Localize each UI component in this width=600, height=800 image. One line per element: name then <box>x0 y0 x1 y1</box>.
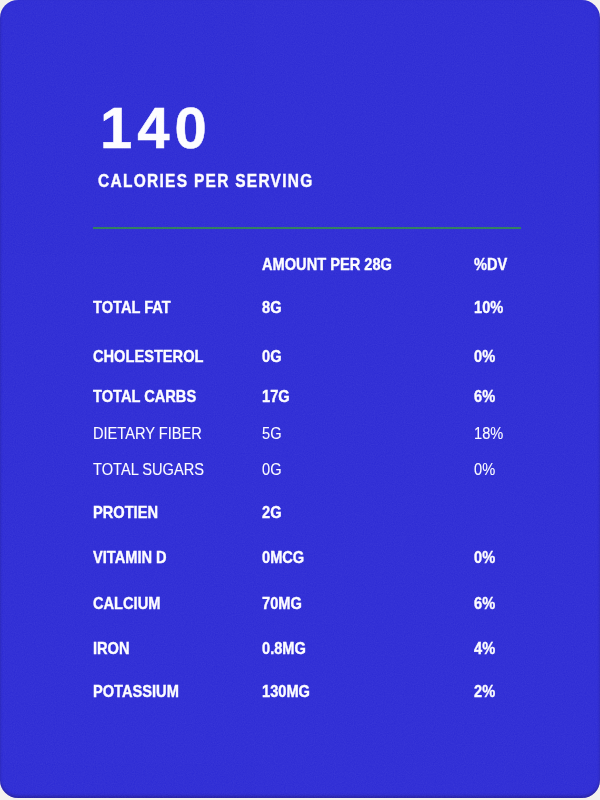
nutrient-amount: 0MCG <box>262 549 304 567</box>
nutrient-label: DIETARY FIBER <box>93 425 202 443</box>
nutrient-dv: 6% <box>474 595 495 613</box>
nutrient-amount: 0G <box>262 461 282 479</box>
nutrient-label: TOTAL SUGARS <box>93 461 204 479</box>
nutrient-amount: 70MG <box>262 595 302 613</box>
nutrient-row: CHOLESTEROL 0G 0% <box>93 348 521 366</box>
nutrient-dv: 18% <box>474 425 503 443</box>
nutrient-label: VITAMIN D <box>93 549 167 567</box>
nutrient-label: PROTIEN <box>93 504 158 522</box>
nutrient-amount: 0.8MG <box>262 640 306 658</box>
nutrient-dv: 6% <box>474 388 495 406</box>
nutrient-row: TOTAL SUGARS 0G 0% <box>93 461 521 479</box>
nutrient-row: CALCIUM 70MG 6% <box>93 595 521 613</box>
nutrient-row: POTASSIUM 130MG 2% <box>93 683 521 701</box>
nutrient-row: PROTIEN 2G <box>93 504 521 522</box>
nutrient-row: VITAMIN D 0MCG 0% <box>93 549 521 567</box>
nutrient-row: IRON 0.8MG 4% <box>93 640 521 658</box>
nutrition-table: AMOUNT PER 28G %DV TOTAL FAT 8G 10% CHOL… <box>93 0 521 798</box>
nutrient-label: CALCIUM <box>93 595 160 613</box>
table-header-row: AMOUNT PER 28G %DV <box>93 256 521 274</box>
nutrient-row: TOTAL CARBS 17G 6% <box>93 388 521 406</box>
nutrient-row: DIETARY FIBER 5G 18% <box>93 425 521 443</box>
nutrition-label-card: 140 CALORIES PER SERVING AMOUNT PER 28G … <box>0 0 600 798</box>
amount-column-header: AMOUNT PER 28G <box>262 256 392 274</box>
nutrient-amount: 8G <box>262 299 282 317</box>
nutrient-dv: 0% <box>474 549 495 567</box>
nutrient-label: IRON <box>93 640 130 658</box>
nutrient-amount: 5G <box>262 425 282 443</box>
nutrient-label: CHOLESTEROL <box>93 348 203 366</box>
nutrient-label: TOTAL CARBS <box>93 388 196 406</box>
nutrient-dv: 4% <box>474 640 495 658</box>
nutrient-dv: 2% <box>474 683 495 701</box>
nutrient-label: POTASSIUM <box>93 683 179 701</box>
nutrient-dv: 0% <box>474 461 495 479</box>
nutrient-dv: 0% <box>474 348 495 366</box>
nutrient-label: TOTAL FAT <box>93 299 171 317</box>
nutrient-row: TOTAL FAT 8G 10% <box>93 299 521 317</box>
dv-column-header: %DV <box>474 256 507 274</box>
nutrient-amount: 17G <box>262 388 290 406</box>
nutrient-amount: 2G <box>262 504 282 522</box>
nutrient-amount: 130MG <box>262 683 310 701</box>
nutrient-dv: 10% <box>474 299 503 317</box>
nutrient-amount: 0G <box>262 348 282 366</box>
